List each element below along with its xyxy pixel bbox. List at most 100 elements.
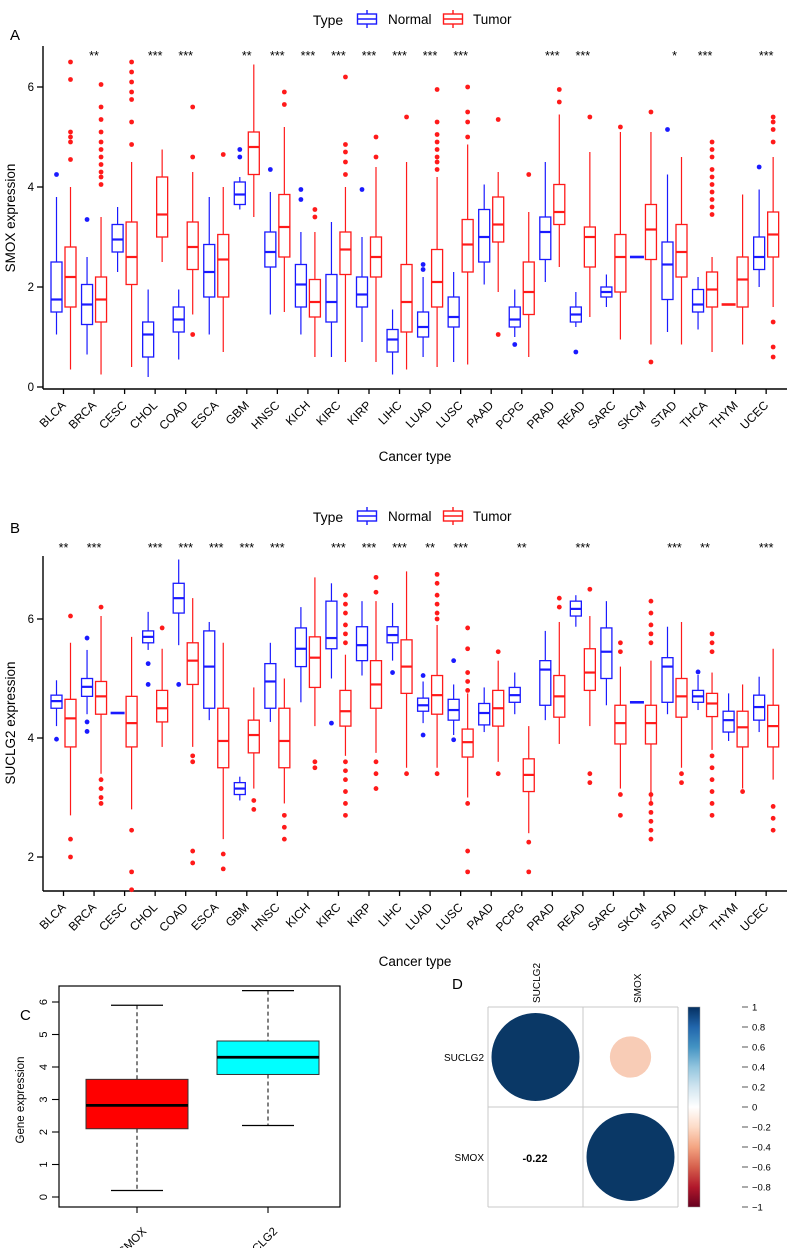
outlier-dot (709, 777, 715, 783)
box-body (478, 702, 491, 726)
outlier-dot (129, 79, 135, 85)
outlier-dot (129, 89, 135, 95)
legend-item-label: Normal (388, 12, 432, 27)
outlier-dot (68, 836, 73, 842)
outlier-dot (312, 214, 318, 220)
y-tick-label: 6 (28, 614, 34, 626)
outlier-dot (740, 789, 745, 794)
y-tick-label: 5 (38, 1031, 50, 1037)
outlier-dot (343, 610, 348, 616)
outlier-dot (434, 147, 440, 152)
outlier-dot (98, 174, 104, 180)
outlier-dot (709, 631, 715, 637)
outlier-dot (465, 848, 471, 854)
outlier-dot (359, 187, 365, 192)
outlier-dot (618, 792, 623, 797)
box-body (736, 710, 749, 748)
outlier-dot (648, 359, 654, 365)
box-body (186, 221, 199, 271)
outlier-dot (68, 139, 73, 145)
significance-stars: *** (178, 541, 193, 555)
outlier-dot (770, 804, 776, 809)
outlier-dot (98, 604, 104, 610)
outlier-dot (434, 119, 440, 125)
outlier-dot (68, 157, 73, 162)
box-body (264, 662, 277, 709)
outlier-dot (709, 640, 715, 646)
outlier-dot (98, 139, 104, 145)
panel-b-y-axis-title: SUCLG2 expression (3, 661, 18, 784)
outlier-dot (373, 771, 379, 777)
outlier-dot (98, 169, 104, 175)
legend-item-label: Tumor (473, 509, 512, 524)
outlier-dot (434, 571, 440, 577)
box-body (614, 704, 627, 745)
outlier-dot (465, 134, 471, 140)
outlier-dot (465, 119, 471, 125)
box-body (461, 218, 474, 273)
colorbar-gradient (687, 1006, 701, 1208)
plot-frame (58, 985, 341, 1208)
outlier-dot (281, 836, 287, 842)
outlier-dot (648, 640, 654, 646)
x-tick-label: THCA (677, 398, 710, 431)
colorbar-tick-label: 0.4 (752, 1063, 765, 1074)
legend-b: Type Normal Tumor (313, 507, 512, 525)
box-body (430, 248, 444, 308)
x-tick-label: UCEC (737, 398, 771, 432)
outlier-dot (587, 114, 593, 120)
box-body (294, 627, 308, 668)
outlier-dot (434, 154, 440, 160)
outlier-dot (420, 262, 426, 267)
outlier-dot (84, 719, 90, 725)
box-body (644, 704, 658, 745)
significance-stars: *** (453, 541, 468, 555)
outlier-dot (420, 267, 426, 272)
y-tick-label: 3 (38, 1096, 50, 1102)
outlier-dot (648, 836, 654, 842)
box-body (111, 223, 124, 253)
outlier-dot (84, 729, 90, 734)
box-body (186, 642, 199, 686)
x-tick-label: KIRP (344, 900, 374, 930)
outlier-dot (281, 812, 287, 818)
outlier-dot (145, 661, 151, 667)
colorbar-tick-label: 0.8 (752, 1023, 765, 1034)
x-tick-label: LUAD (403, 900, 436, 933)
colorbar-tick-label: 0.2 (752, 1083, 765, 1094)
outlier-dot (556, 99, 562, 105)
y-tick-label: 2 (28, 852, 34, 864)
outlier-dot (343, 759, 348, 765)
outlier-dot (618, 124, 623, 130)
outlier-dot (68, 613, 73, 619)
box-body (264, 231, 277, 268)
x-tick-label: HNSC (249, 900, 283, 934)
x-tick-label: SKCM (615, 398, 649, 432)
box-body (675, 677, 688, 718)
outlier-dot (220, 866, 226, 872)
colorbar-tick-label: −1 (752, 1203, 763, 1214)
panel-b-label: B (10, 520, 20, 537)
outlier-dot (434, 610, 440, 616)
significance-stars: *** (759, 49, 774, 63)
box-body (416, 311, 430, 338)
outlier-dot (434, 87, 440, 92)
outlier-dot (98, 162, 104, 167)
outlier-dot (190, 753, 196, 759)
box-body (325, 600, 338, 650)
outlier-dot (434, 771, 440, 777)
x-tick-label: THYM (707, 398, 741, 432)
colorbar-tick-label: −0.4 (752, 1143, 771, 1154)
x-tick-label: STAD (648, 398, 680, 430)
outlier-dot (373, 154, 379, 160)
x-tick-label: SARC (585, 398, 619, 432)
x-tick-label: LIHC (375, 900, 404, 929)
y-tick-label: 2 (38, 1129, 50, 1135)
outlier-dot (145, 682, 151, 687)
x-tick-label: KIRC (313, 900, 343, 930)
significance-stars: ** (242, 49, 252, 63)
y-tick-label: 6 (28, 82, 34, 94)
outlier-dot (434, 580, 440, 586)
significance-stars: *** (87, 541, 102, 555)
outlier-dot (770, 139, 776, 145)
